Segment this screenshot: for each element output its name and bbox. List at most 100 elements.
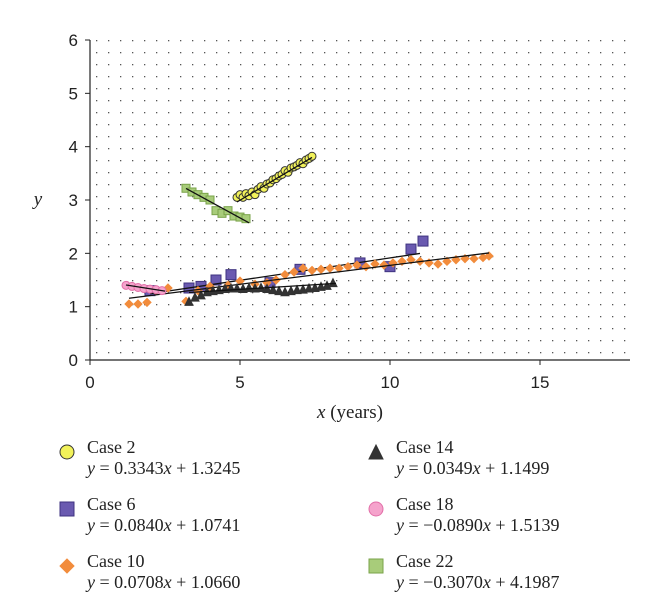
grid-dot (96, 52, 98, 54)
grid-dot (540, 64, 542, 66)
grid-dot (396, 184, 398, 186)
grid-dot (96, 208, 98, 210)
grid-dot (504, 40, 506, 42)
grid-dot (528, 244, 530, 246)
grid-dot (180, 76, 182, 78)
grid-dot (276, 340, 278, 342)
data-point (460, 253, 470, 264)
grid-dot (516, 100, 518, 102)
grid-dot (456, 124, 458, 126)
grid-dot (468, 304, 470, 306)
grid-dot (156, 268, 158, 270)
grid-dot (624, 352, 626, 354)
grid-dot (444, 316, 446, 318)
grid-dot (492, 100, 494, 102)
grid-dot (240, 172, 242, 174)
grid-dot (576, 136, 578, 138)
grid-dot (348, 232, 350, 234)
grid-dot (396, 76, 398, 78)
grid-dot (600, 208, 602, 210)
data-point (405, 243, 417, 255)
grid-dot (144, 340, 146, 342)
grid-dot (456, 196, 458, 198)
grid-dot (528, 88, 530, 90)
grid-dot (612, 268, 614, 270)
grid-dot (288, 244, 290, 246)
legend-symbol (368, 443, 384, 460)
grid-dot (156, 136, 158, 138)
grid-dot (564, 232, 566, 234)
grid-dot (168, 256, 170, 258)
grid-dot (252, 232, 254, 234)
grid-dot (552, 76, 554, 78)
grid-dot (96, 316, 98, 318)
grid-dot (624, 184, 626, 186)
grid-dot (492, 352, 494, 354)
grid-dot (540, 184, 542, 186)
grid-dot (312, 352, 314, 354)
grid-dot (540, 304, 542, 306)
grid-dot (96, 76, 98, 78)
grid-dot (252, 328, 254, 330)
y-axis-title: y (32, 189, 43, 210)
series-case-22 (181, 183, 251, 224)
grid-dot (528, 352, 530, 354)
grid-dot (504, 268, 506, 270)
grid-dot (432, 64, 434, 66)
grid-dot (276, 148, 278, 150)
grid-dot (192, 136, 194, 138)
grid-dot (588, 220, 590, 222)
grid-dot (528, 184, 530, 186)
grid-dot (612, 76, 614, 78)
grid-dot (120, 148, 122, 150)
grid-dot (624, 340, 626, 342)
grid-dot (432, 340, 434, 342)
grid-dot (372, 88, 374, 90)
grid-dot (564, 148, 566, 150)
legend-equation-case-14: y = 0.0349x + 1.1499 (396, 458, 550, 478)
grid-dot (360, 124, 362, 126)
grid-dot (408, 256, 410, 258)
grid-dot (168, 124, 170, 126)
legend-item-case-18: Case 18 y = −0.0890x + 1.5139 (367, 494, 647, 548)
grid-dot (576, 112, 578, 114)
grid-dot (204, 340, 206, 342)
grid-dot (108, 40, 110, 42)
grid-dot (96, 88, 98, 90)
grid-dot (132, 148, 134, 150)
grid-dot (600, 64, 602, 66)
grid-dot (516, 256, 518, 258)
grid-dot (132, 52, 134, 54)
grid-dot (336, 352, 338, 354)
grid-dot (180, 352, 182, 354)
grid-dot (144, 160, 146, 162)
grid-dot (480, 208, 482, 210)
grid-dot (492, 40, 494, 42)
grid-dot (480, 280, 482, 282)
grid-dot (624, 112, 626, 114)
grid-dot (612, 232, 614, 234)
grid-dot (120, 124, 122, 126)
grid-dot (480, 40, 482, 42)
grid-dot (564, 340, 566, 342)
grid-dot (444, 220, 446, 222)
grid-dot (432, 100, 434, 102)
grid-dot (156, 316, 158, 318)
grid-dot (564, 304, 566, 306)
grid-dot (312, 328, 314, 330)
grid-dot (492, 292, 494, 294)
grid-dot (228, 232, 230, 234)
grid-dot (444, 136, 446, 138)
grid-dot (120, 220, 122, 222)
grid-dot (480, 196, 482, 198)
grid-dot (108, 136, 110, 138)
grid-dot (420, 64, 422, 66)
grid-dot (372, 40, 374, 42)
grid-dot (264, 256, 266, 258)
grid-dot (408, 292, 410, 294)
grid-dot (264, 76, 266, 78)
grid-dot (168, 328, 170, 330)
y-tick-label: 2 (69, 244, 78, 263)
grid-dot (312, 244, 314, 246)
grid-dot (504, 160, 506, 162)
